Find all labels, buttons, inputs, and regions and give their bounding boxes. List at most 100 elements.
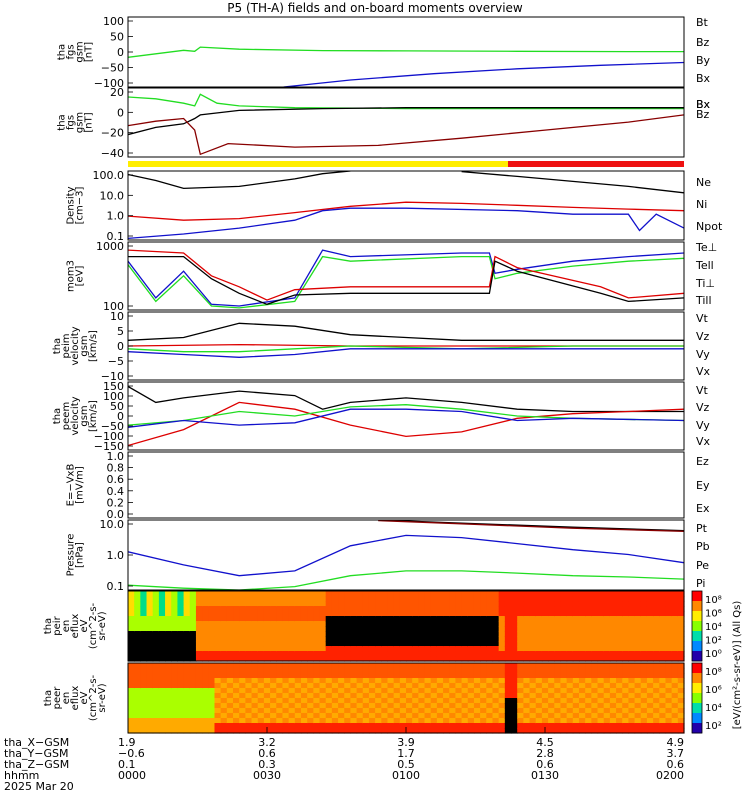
series-line-bx: [283, 61, 684, 87]
y-label-line: mom3: [66, 260, 77, 292]
colorbar-tick-label: 10⁸: [705, 667, 722, 678]
y-tick-label: 150: [103, 380, 124, 393]
legend-entry: Bx: [696, 72, 711, 85]
panel-efield: 1.00.80.60.40.20.0 Ez Ey Ex E=−VxB[mV/m]: [66, 450, 710, 521]
x-tick-label-x: 4.9: [667, 736, 685, 749]
series-line-npot: [128, 207, 684, 240]
y-label-line: [nPa]: [75, 542, 86, 568]
x-tick-label-y: 0.6: [258, 747, 276, 760]
legend-entry: Bz: [696, 108, 710, 121]
x-tick-label-z: 0.5: [397, 758, 415, 771]
legend-entry: Vy: [696, 419, 710, 432]
legend-entry: Vt: [696, 384, 709, 397]
y-label-line: [km/s]: [88, 400, 99, 432]
y-tick-label: −100: [94, 77, 124, 90]
y-tick-label: 0.6: [107, 473, 125, 486]
x-tick-label-x: 3.9: [397, 736, 415, 749]
y-label-line: tha: [43, 618, 54, 634]
y-tick-label: −5: [108, 355, 124, 368]
legend-entry: Till: [695, 294, 712, 307]
legend-entry: Tell: [695, 259, 714, 272]
y-tick-label: 50: [110, 31, 124, 44]
x-row-label: tha_Y−GSM: [4, 747, 68, 760]
panel-pressure: 10.0 1.0 0.1 Pt Pb Pe Pi Pressure[nPa]: [66, 518, 710, 593]
y-tick-label: −100: [94, 430, 124, 443]
y-label-line: eV: [79, 619, 90, 632]
colorbar-tick-label: 10²: [705, 636, 722, 647]
plot-title: P5 (TH-A) fields and on-board moments ov…: [227, 1, 523, 15]
y-tick-label: 10.0: [100, 518, 125, 531]
y-tick-label: 50: [110, 400, 124, 413]
y-label-line: velocity: [70, 326, 81, 365]
y-label-line: peim: [61, 333, 72, 358]
y-axis-label: Pressure[nPa]: [66, 534, 86, 577]
panel-temperature: 1000 100 Te⊥ Tell Ti⊥ Till mom3[eV]: [66, 240, 718, 313]
legend-entry: Ti⊥: [695, 277, 715, 290]
panel-density: 100.0 10.0 1.0 0.1 Ne Ni Npot Density[cm−3]: [66, 169, 723, 243]
y-label-line: (cm^2-s-: [88, 674, 99, 721]
series-line-till: [128, 255, 684, 309]
y-label-line: [km/s]: [88, 330, 99, 362]
y-label-line: tha: [57, 44, 68, 60]
series-line-vy: [128, 404, 684, 426]
y-tick-label: 100: [103, 300, 124, 313]
y-tick-label: 0.2: [107, 496, 125, 509]
panel-frame: [127, 519, 685, 591]
y-label-line: eflux: [70, 614, 81, 639]
y-label-line: peer: [52, 686, 63, 710]
mode-bar-fast: [508, 161, 684, 167]
colorbar-peir_spectrogram: 10⁸ 10⁶ 10⁴ 10² 10⁰: [691, 590, 722, 662]
series-line-pb: [378, 520, 684, 532]
x-tick-label-y: 1.7: [397, 747, 415, 760]
legend-entry: Ni: [696, 198, 707, 211]
y-label-line: [cm−3]: [75, 187, 86, 225]
y-label-line: Pressure: [66, 534, 77, 577]
y-tick-label: 1.0: [107, 210, 125, 223]
colorbar-tick-label: 10⁸: [705, 595, 722, 606]
panel-peim_velocity: 10 5 0 −5 −10 Vt Vz Vy Vx thapeimvelocitygsm[km/s…: [52, 310, 711, 383]
y-tick-label: 1.0: [107, 450, 125, 463]
panel-frame: [127, 170, 685, 241]
y-tick-label: 100: [103, 390, 124, 403]
legend-entry: Pb: [696, 540, 710, 553]
colorbar-tick-label: 10⁶: [705, 609, 722, 620]
legend-entry: Vx: [696, 435, 711, 448]
series-line-vx: [128, 348, 684, 358]
series-line-vy: [128, 345, 684, 353]
series-line-bx: [128, 93, 684, 110]
y-label-line: peir: [52, 615, 63, 635]
legend-entry: Pt: [696, 522, 708, 535]
y-label-line: [mV/m]: [75, 466, 86, 504]
panel-frame: [127, 16, 685, 88]
series-line-pi: [128, 534, 684, 577]
y-tick-label: 0: [117, 410, 124, 423]
y-label-line: [nT]: [84, 42, 95, 62]
legend-entry: By: [696, 54, 711, 67]
y-label-line: sr-eV): [97, 683, 108, 712]
y-tick-label: −40: [101, 147, 124, 160]
legend-entry: Pe: [696, 559, 709, 572]
panel-frame: [127, 311, 685, 381]
y-tick-label: 0: [117, 106, 124, 119]
legend-entry: Ne: [696, 176, 711, 189]
y-tick-label: 10.0: [100, 189, 125, 202]
y-label-line: E=−VxB: [66, 464, 77, 507]
series-line-ti⊥: [128, 249, 684, 307]
series-line-bz: [128, 114, 684, 156]
y-tick-label: −20: [101, 127, 124, 140]
y-label-line: Density: [66, 186, 77, 224]
y-label-line: tha: [57, 114, 68, 130]
series-line-ni: [461, 171, 684, 194]
legend-entry: Ez: [696, 455, 709, 468]
x-tick-label-z: 0.6: [667, 758, 685, 771]
y-label-line: eflux: [70, 686, 81, 711]
y-tick-label: 5: [117, 325, 124, 338]
y-tick-label: 0.0: [107, 508, 125, 521]
x-row-label: tha_Z−GSM: [4, 758, 69, 771]
colorbar-tick-label: 10⁴: [705, 703, 722, 714]
